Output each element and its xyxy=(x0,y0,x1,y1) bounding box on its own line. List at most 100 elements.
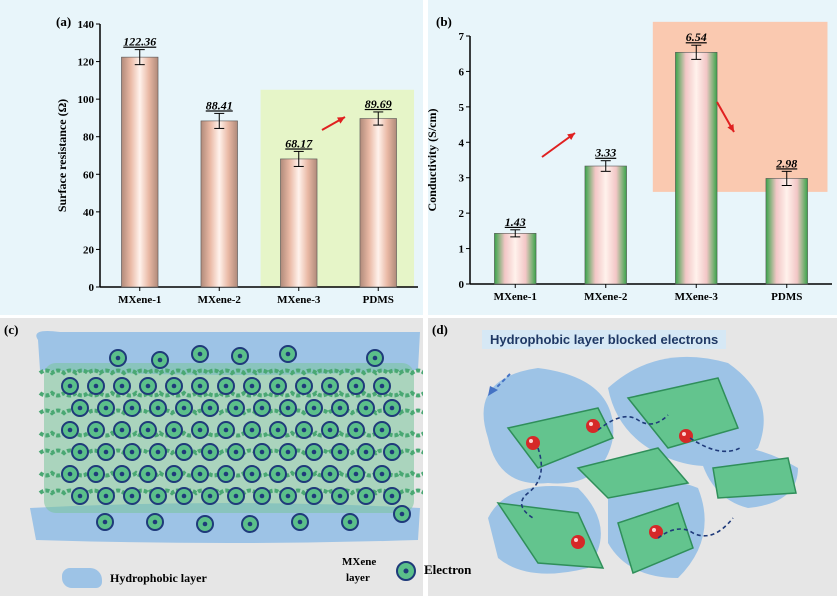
electron-icon-core xyxy=(363,405,369,411)
electron-icon-core xyxy=(237,353,243,359)
x-tick-label: PDMS xyxy=(771,291,802,303)
electron-icon-core xyxy=(337,493,343,499)
legend-mxene-line2: layer xyxy=(346,572,370,584)
electron-path xyxy=(520,447,543,519)
panel-b-label: (b) xyxy=(436,14,452,29)
y-tick-label: 20 xyxy=(83,244,95,256)
mxene-flake xyxy=(626,377,740,449)
panel-c-label: (c) xyxy=(4,322,19,337)
electron-icon-core xyxy=(259,405,265,411)
electron-icon-core xyxy=(379,427,385,433)
electron-path xyxy=(657,517,734,539)
electron-icon-core xyxy=(93,427,99,433)
electron-icon-core xyxy=(363,449,369,455)
electron-icon-glint xyxy=(529,439,533,443)
hydrophobic-swatch xyxy=(62,568,102,588)
electron-icon-core xyxy=(152,519,158,525)
electron-icon-core xyxy=(207,493,213,499)
legend-hydrophobic: Hydrophobic layer xyxy=(110,571,207,585)
electron-icon-core xyxy=(103,493,109,499)
electron-icon-core xyxy=(207,405,213,411)
mxene-layer-illustration xyxy=(30,331,423,543)
electron-icon-core xyxy=(171,383,177,389)
trend-arrow-head xyxy=(337,117,345,124)
x-tick-label: MXene-2 xyxy=(198,294,242,306)
y-axis-label: Conductivity (S/cm) xyxy=(428,109,439,212)
y-tick-label: 4 xyxy=(459,137,465,149)
electron-icon-core xyxy=(372,355,378,361)
electron-icon-glint xyxy=(682,432,686,436)
y-tick-label: 3 xyxy=(459,173,465,185)
electron-icon-glint xyxy=(574,538,578,542)
electron-icon-core xyxy=(311,449,317,455)
panel-d: (d) xyxy=(428,318,837,596)
electron-icon xyxy=(586,419,600,433)
x-tick-label: MXene-1 xyxy=(494,291,537,303)
electron-icon-core xyxy=(171,427,177,433)
mxene-flake xyxy=(576,447,690,499)
x-tick-label: MXene-3 xyxy=(675,291,719,303)
y-tick-label: 6 xyxy=(459,66,465,78)
electron-icon-core xyxy=(155,449,161,455)
bar xyxy=(584,165,627,285)
electron-icon-core xyxy=(285,449,291,455)
electron-icon-core xyxy=(311,493,317,499)
y-tick-label: 100 xyxy=(78,94,95,106)
electron-icon-core xyxy=(155,405,161,411)
chart-a: 0 20 40 60 80 100 120 140 Surface resistance (Ω)… xyxy=(55,19,418,306)
caption-pointer-head xyxy=(488,386,498,396)
electron-icon-core xyxy=(157,357,163,363)
y-tick-label: 1 xyxy=(459,244,465,256)
electron-icon-core xyxy=(353,427,359,433)
electron-icon-core xyxy=(301,471,307,477)
electron-icon-core xyxy=(145,383,151,389)
electron-icon-core xyxy=(207,449,213,455)
electron-icon-core xyxy=(337,449,343,455)
data-label: 88.41 xyxy=(206,98,233,112)
electron-icon-core xyxy=(103,449,109,455)
x-tick-label: MXene-2 xyxy=(584,291,628,303)
data-label: 122.36 xyxy=(123,35,156,49)
x-tick-label: PDMS xyxy=(363,294,394,306)
y-tick-label: 60 xyxy=(83,169,95,181)
electron-icon-core xyxy=(77,493,83,499)
electron-icon-core xyxy=(145,471,151,477)
trend-arrow-head xyxy=(567,133,575,141)
y-tick-label: 140 xyxy=(78,19,95,31)
electron-icon-core xyxy=(259,493,265,499)
electron-icon-core xyxy=(67,427,73,433)
data-label: 68.17 xyxy=(285,136,313,150)
mxene-strand xyxy=(38,368,423,376)
electron-icon-core xyxy=(327,427,333,433)
mxene-flake xyxy=(496,502,605,569)
electron-icon-core xyxy=(389,493,395,499)
electron-icon-core xyxy=(223,471,229,477)
electron-icon-glint xyxy=(652,528,656,532)
electron-icon-core xyxy=(249,427,255,433)
bar xyxy=(675,51,718,285)
electron-icon-core xyxy=(93,383,99,389)
electron-icon-core xyxy=(233,405,239,411)
y-axis-label: Surface resistance (Ω) xyxy=(55,99,69,212)
electron-icon-core xyxy=(197,471,203,477)
y-tick-label: 7 xyxy=(459,31,465,43)
electron-icon-core xyxy=(297,519,303,525)
electron-icon-core xyxy=(337,405,343,411)
electron-icon-core xyxy=(389,405,395,411)
electron-icon-core xyxy=(102,519,108,525)
electron-icon-core xyxy=(285,405,291,411)
bar xyxy=(765,178,808,285)
bar xyxy=(280,158,318,288)
y-tick-label: 120 xyxy=(78,57,95,69)
electron-icon-core xyxy=(301,383,307,389)
electron-icon-core xyxy=(181,493,187,499)
y-tick-label: 2 xyxy=(459,208,465,220)
y-tick-label: 5 xyxy=(459,102,465,114)
electron-icon-core xyxy=(129,493,135,499)
x-tick-label: MXene-3 xyxy=(277,294,321,306)
hydrophobic-caption: Hydrophobic layer blocked electrons xyxy=(482,330,727,349)
electron-icon-core xyxy=(155,493,161,499)
electron-icon-core xyxy=(327,383,333,389)
electron-icon-core xyxy=(353,471,359,477)
